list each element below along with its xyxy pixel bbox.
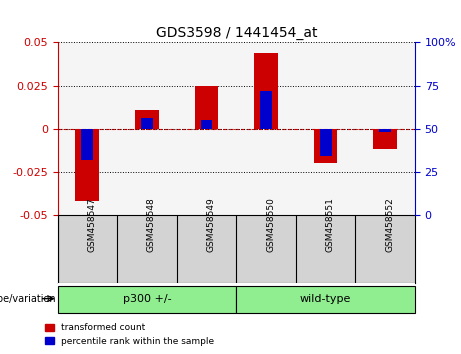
Bar bbox=[260, 91, 272, 129]
Bar bbox=[82, 129, 93, 160]
Bar bbox=[141, 118, 153, 129]
Text: GSM458551: GSM458551 bbox=[325, 198, 335, 252]
Text: GSM458547: GSM458547 bbox=[88, 198, 96, 252]
Title: GDS3598 / 1441454_at: GDS3598 / 1441454_at bbox=[155, 26, 317, 40]
Text: GSM458549: GSM458549 bbox=[207, 198, 215, 252]
Bar bbox=[313, 129, 337, 163]
Legend: transformed count, percentile rank within the sample: transformed count, percentile rank withi… bbox=[41, 320, 218, 349]
Text: GSM458548: GSM458548 bbox=[147, 198, 156, 252]
Bar bbox=[195, 86, 219, 129]
FancyBboxPatch shape bbox=[236, 286, 415, 314]
Bar bbox=[319, 129, 331, 156]
Bar bbox=[379, 129, 391, 132]
Text: GSM458550: GSM458550 bbox=[266, 198, 275, 252]
Bar bbox=[135, 110, 159, 129]
Bar bbox=[76, 129, 99, 201]
Bar bbox=[373, 129, 397, 149]
FancyBboxPatch shape bbox=[58, 286, 236, 314]
Bar bbox=[201, 120, 213, 129]
Text: genotype/variation: genotype/variation bbox=[0, 294, 56, 304]
Bar bbox=[254, 53, 278, 129]
Text: wild-type: wild-type bbox=[300, 294, 351, 304]
Text: p300 +/-: p300 +/- bbox=[123, 294, 171, 304]
Text: GSM458552: GSM458552 bbox=[385, 198, 394, 252]
